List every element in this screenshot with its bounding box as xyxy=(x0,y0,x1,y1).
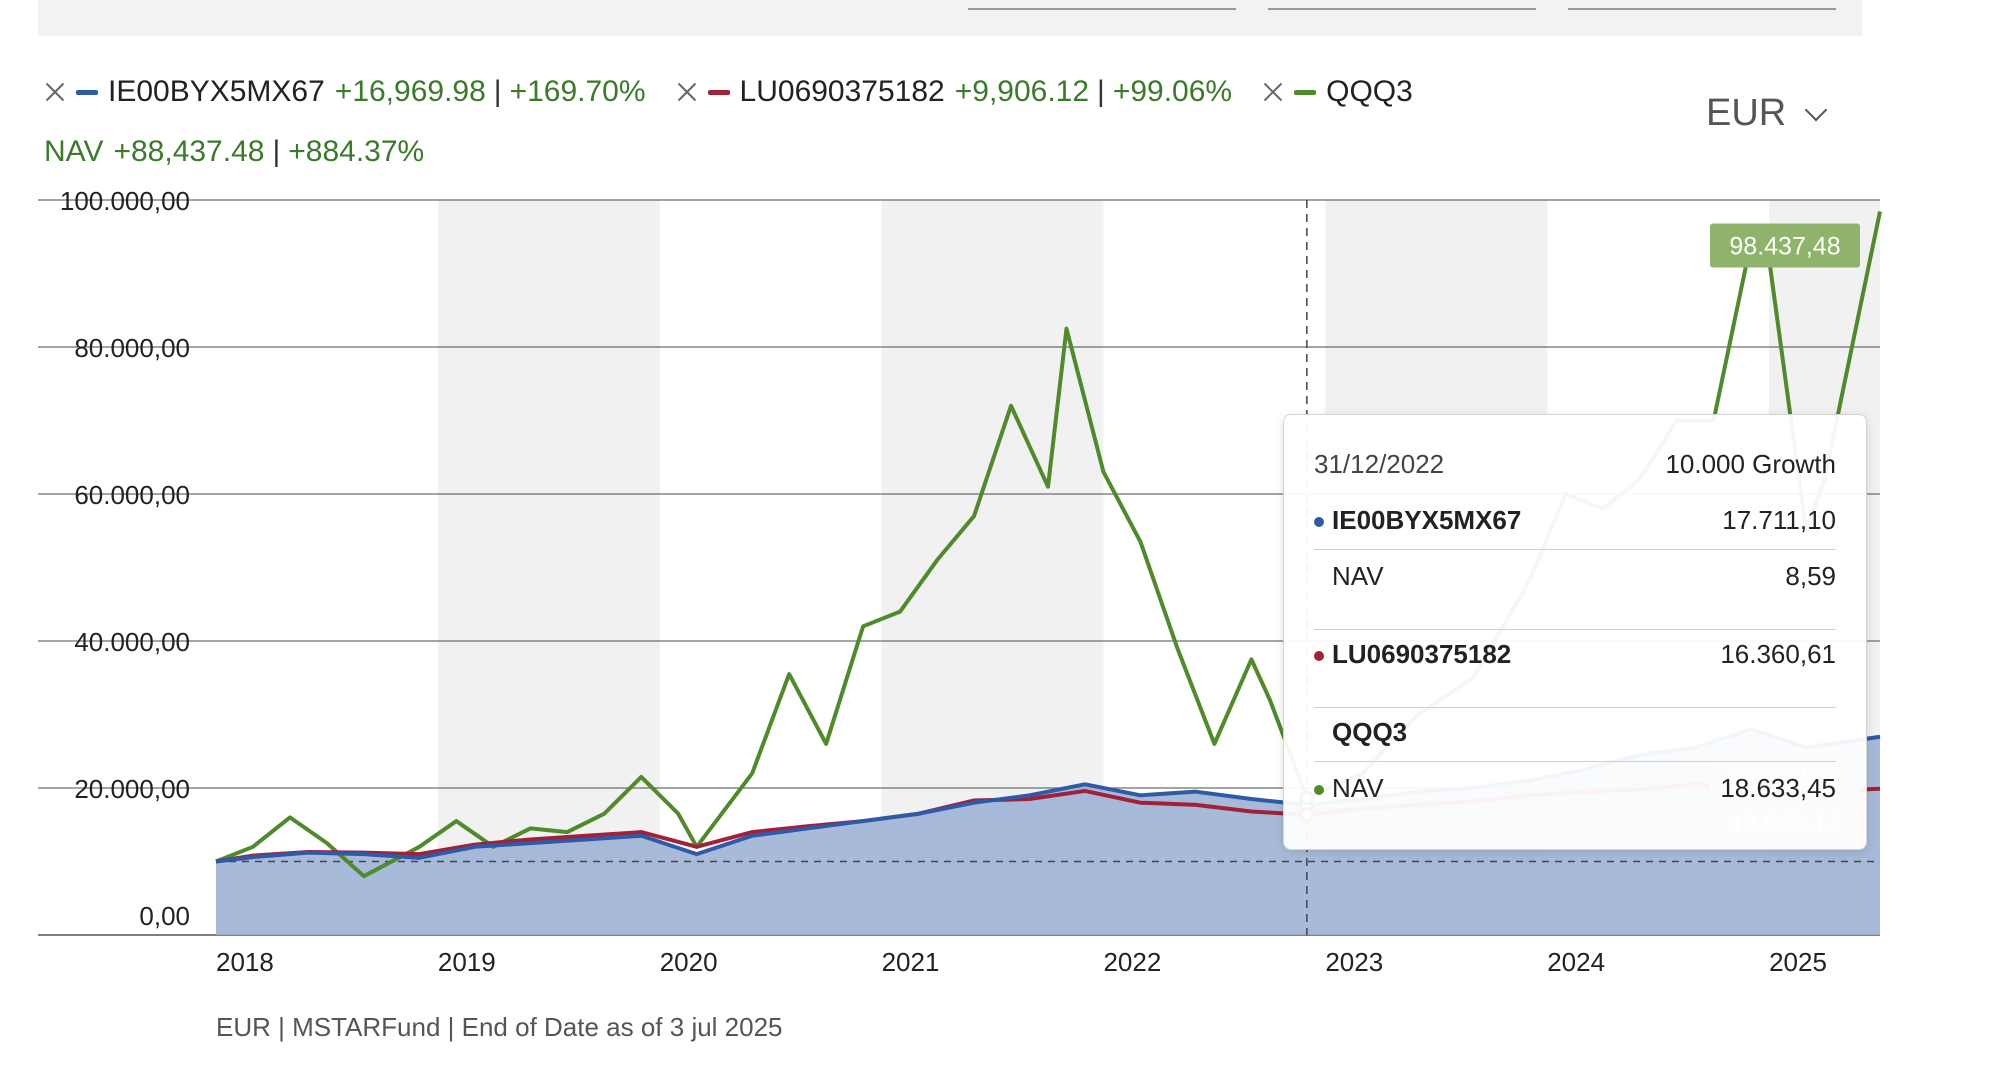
x-tick-label: 2024 xyxy=(1547,947,1605,977)
legend-percent: +99.06% xyxy=(1112,75,1233,108)
legend-separator: | xyxy=(272,135,281,168)
currency-select[interactable]: EUR xyxy=(1706,92,1828,135)
legend-nav-percent: +884.37% xyxy=(288,135,425,168)
legend-series-name: LU0690375182 xyxy=(739,75,945,108)
legend-change: +16,969.98 xyxy=(334,75,486,108)
legend-nav-row: NAV +88,437.48 | +884.37% xyxy=(44,132,424,172)
x-tick-label: 2020 xyxy=(660,947,718,977)
y-tick-label: 80.000,00 xyxy=(74,333,190,363)
tooltip-nav-value-ie: 8,59 xyxy=(1785,561,1836,591)
x-tick-label: 2018 xyxy=(216,947,274,977)
year-band xyxy=(437,200,660,935)
x-tick-label: 2023 xyxy=(1325,947,1383,977)
tooltip-value-lu: 16.360,61 xyxy=(1720,639,1836,669)
tooltip-header-right: 10.000 Growth xyxy=(1665,449,1836,479)
legend-percent: +169.70% xyxy=(509,75,646,108)
legend-separator: | xyxy=(1097,75,1105,108)
tooltip-date: 31/12/2022 xyxy=(1314,449,1445,479)
x-tick-label: 2021 xyxy=(882,947,940,977)
tooltip-series-ie: IE00BYX5MX67 xyxy=(1314,505,1521,536)
tooltip-value-ie: 17.711,10 xyxy=(1722,505,1836,535)
legend-swatch xyxy=(76,89,98,95)
toolbar-tab-2[interactable] xyxy=(1268,8,1536,10)
svg-text:98.437,48: 98.437,48 xyxy=(1729,232,1840,260)
legend-separator: | xyxy=(493,75,502,108)
tooltip-nav-label-qqq3: NAV xyxy=(1314,773,1384,804)
tooltip-nav-value-qqq3: 18.633,45 xyxy=(1720,773,1836,803)
legend-series-name: QQQ3 xyxy=(1326,75,1413,108)
end-value-label: 98.437,48 xyxy=(1710,223,1860,268)
series-area-ie00byx5mx67 xyxy=(216,729,1880,935)
legend-item-lu0690375182: LU0690375182 +9,906.12 | +99.06% xyxy=(676,75,1233,109)
tooltip-nav-label-ie: NAV xyxy=(1332,561,1384,591)
x-tick-label: 2022 xyxy=(1103,947,1161,977)
y-tick-label: 20.000,00 xyxy=(74,774,190,804)
legend-series-name: IE00BYX5MX67 xyxy=(108,75,325,108)
chart-footer: EUR | MSTARFund | End of Date as of 3 ju… xyxy=(216,1012,783,1042)
legend-item-ie00byx5mx67: IE00BYX5MX67 +16,969.98 | +169.70% xyxy=(44,75,646,109)
toolbar-tab-1[interactable] xyxy=(968,8,1236,10)
legend: IE00BYX5MX67 +16,969.98 | +169.70% LU069… xyxy=(44,72,1453,112)
legend-swatch xyxy=(1294,89,1317,95)
legend-nav-label: NAV xyxy=(44,135,104,168)
x-tick-label: 2019 xyxy=(438,947,496,977)
tooltip-series-lu: LU0690375182 xyxy=(1314,639,1511,670)
toolbar-tab-3[interactable] xyxy=(1568,8,1836,10)
legend-change: +9,906.12 xyxy=(954,75,1090,108)
tooltip-series-qqq3: QQQ3 xyxy=(1332,717,1408,747)
currency-label: EUR xyxy=(1706,92,1787,134)
legend-swatch xyxy=(707,89,730,95)
x-tick-label: 2025 xyxy=(1769,947,1827,977)
y-tick-label: 0,00 xyxy=(139,901,190,931)
top-toolbar-strip xyxy=(38,0,1862,36)
y-tick-label: 60.000,00 xyxy=(74,480,190,510)
y-tick-label: 40.000,00 xyxy=(74,627,190,657)
chart-tooltip: 31/12/2022 10.000 Growth IE00BYX5MX67 17… xyxy=(1283,414,1867,850)
legend-item-qqq3: QQQ3 xyxy=(1262,75,1423,109)
y-tick-label: 100.000,00 xyxy=(60,186,190,216)
legend-nav-change: +88,437.48 xyxy=(113,135,265,168)
